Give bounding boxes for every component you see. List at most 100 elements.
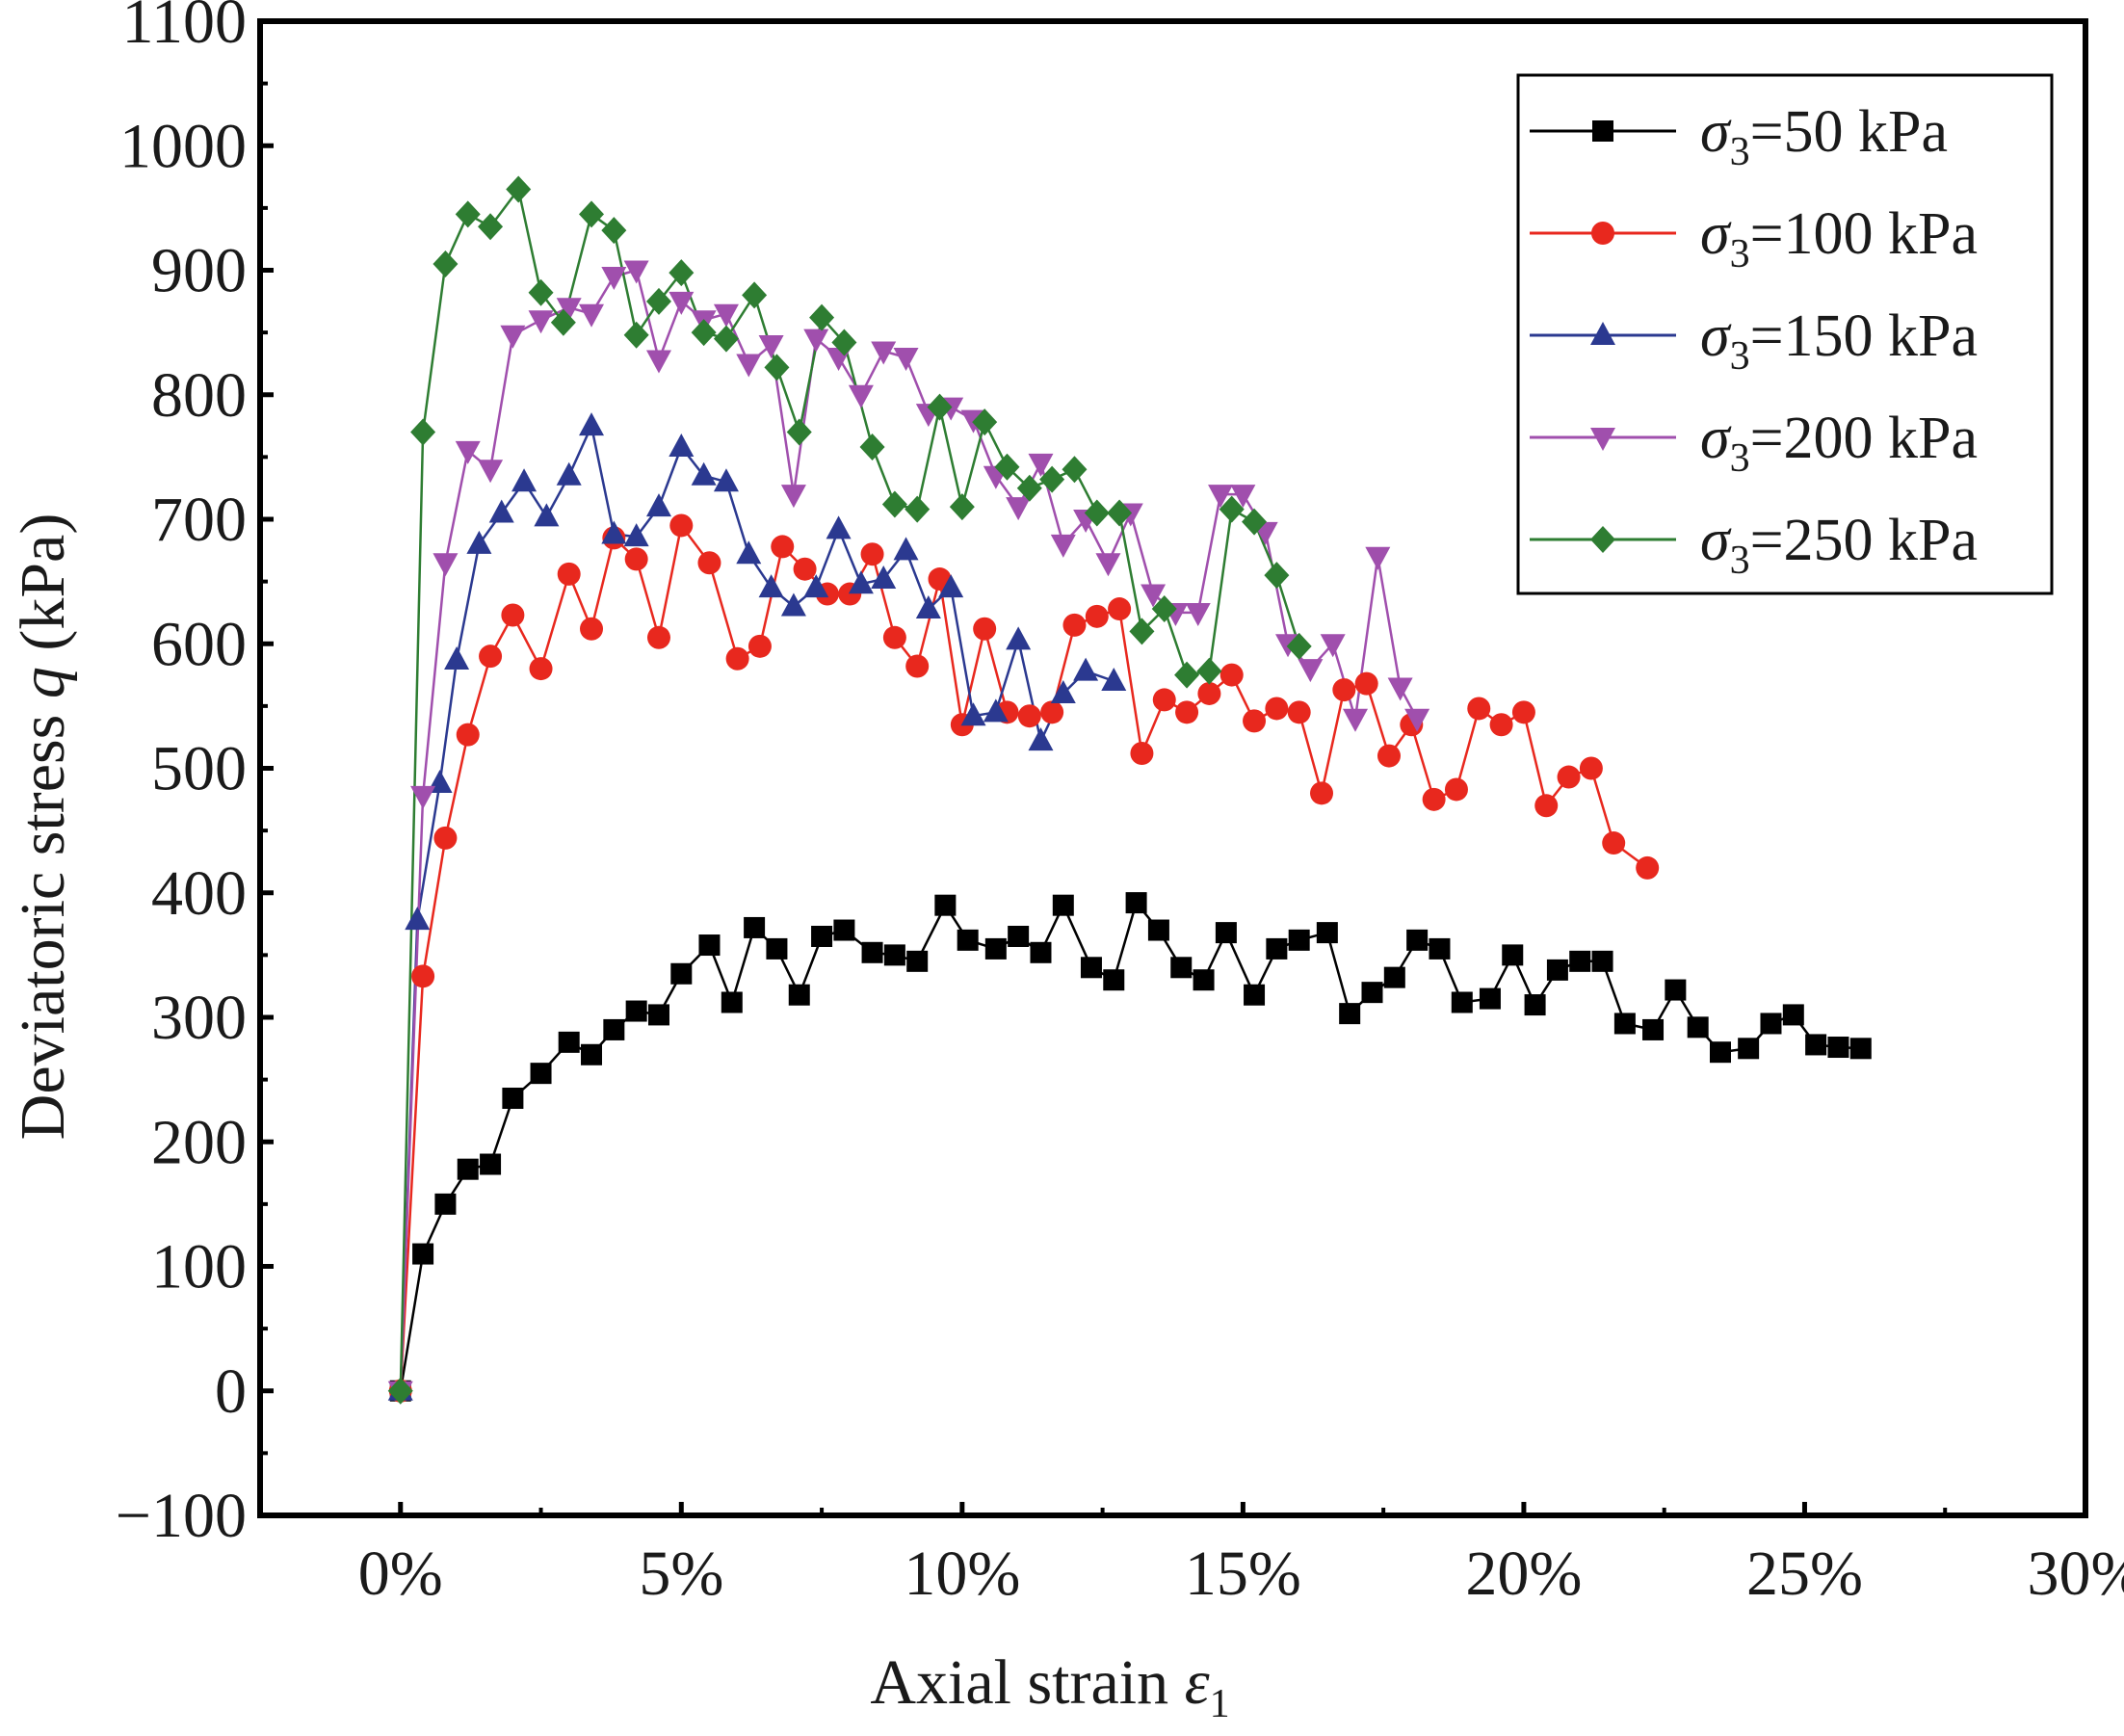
data-point [1288,929,1310,951]
data-point [1151,595,1177,623]
x-tick-label: 0% [358,1539,443,1609]
data-point [1170,957,1193,979]
x-tick-label: 5% [639,1539,723,1609]
data-point [1244,984,1266,1006]
data-point [670,962,693,985]
x-axis-title-symbol: ε [1185,1647,1210,1718]
data-point [1028,453,1054,477]
data-point [1108,597,1132,621]
data-point [579,303,605,328]
data-point [984,937,1007,960]
y-tick-label: 500 [151,734,247,804]
data-point [550,308,576,336]
data-point [938,574,964,598]
data-point [669,513,694,538]
data-point [833,919,855,941]
y-tick-label: 700 [151,485,247,555]
data-point [1467,697,1491,721]
data-point [1332,678,1356,702]
data-point [488,499,514,523]
data-point [793,557,817,581]
data-point [1404,708,1430,732]
data-point [647,1004,669,1026]
x-axis-title-text: Axial strain [870,1647,1168,1718]
y-tick-label: 1000 [119,111,247,181]
data-point [1298,659,1324,683]
data-point [1642,1018,1665,1040]
data-point [1444,777,1468,802]
data-point [444,646,470,671]
data-point [949,493,975,521]
data-point [713,325,739,353]
data-point [1320,634,1346,658]
data-point [1479,987,1501,1010]
y-tick-label: 100 [151,1232,247,1302]
data-point [1174,661,1200,689]
data-point [500,325,526,349]
x-axis-title: Axial strain ε1 [870,1647,1229,1726]
data-point [1219,495,1245,523]
legend-marker [1590,428,1615,451]
y-tick-label: 200 [151,1107,247,1177]
y-tick-label: 0 [215,1356,247,1427]
data-point [556,298,582,322]
data-point [973,617,997,641]
data-point [764,354,790,381]
data-point [736,354,762,378]
y-axis-title-symbol: q [8,667,78,698]
data-point [1429,937,1451,960]
data-point [1215,922,1237,944]
data-point [1451,991,1473,1013]
legend-label: σ3=50 kPa [1700,99,1948,174]
legend-label: σ3=150 kPa [1700,303,1978,379]
data-point [1030,941,1052,963]
legend-marker [1591,222,1614,245]
data-point [721,991,743,1013]
legend-marker [1590,526,1615,553]
y-tick-label: 300 [151,983,247,1053]
series-line [399,524,1648,1391]
data-point [1636,855,1660,880]
y-tick-label: 800 [151,360,247,431]
data-point [882,625,906,649]
data-point [957,929,979,951]
data-point [623,523,649,547]
data-point [697,551,721,575]
data-point [1107,499,1133,527]
data-point [457,1158,479,1180]
data-point [831,329,857,356]
data-point [1052,894,1074,916]
data-point [1710,1041,1731,1064]
data-point [478,460,504,484]
data-point [809,303,835,331]
data-point [455,200,481,228]
data-point [623,260,649,284]
data-point [927,393,953,421]
data-point [758,574,784,598]
data-point [860,542,884,566]
data-point [826,515,852,539]
data-point [1665,979,1687,1001]
data-point [803,574,829,598]
data-point [698,934,721,957]
data-point [1569,950,1591,972]
data-point [1242,508,1268,536]
data-point [1028,727,1054,751]
data-point [1361,982,1383,1004]
data-point [1489,713,1513,737]
legend-label: σ3=250 kPa [1700,508,1978,583]
data-point [1406,929,1429,951]
data-point [1266,937,1288,960]
x-tick-label: 10% [904,1539,1020,1609]
data-point [1129,618,1155,645]
data-point [479,644,503,669]
data-point [410,785,436,809]
data-point [456,723,480,747]
data-point [1196,657,1222,685]
data-point [1243,709,1267,733]
data-point [601,520,627,544]
y-tick-label: 600 [151,609,247,679]
data-point [691,461,717,486]
data-point [433,553,459,577]
